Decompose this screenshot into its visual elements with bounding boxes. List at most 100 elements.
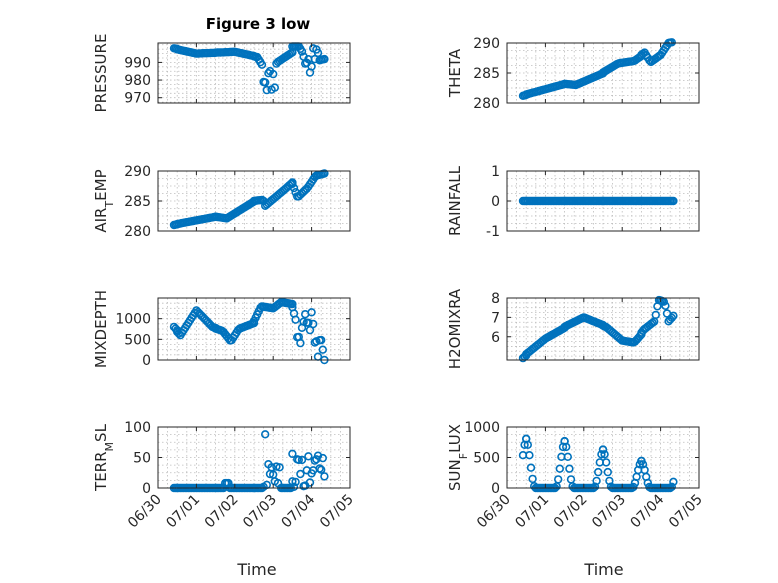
y-tick-label: 1000 <box>115 312 151 328</box>
data-point <box>275 463 284 472</box>
y-tick-label: 50 <box>133 451 151 467</box>
data-point <box>297 47 307 56</box>
subplot-pressure: 970 980 990 PRESSURE <box>92 34 351 113</box>
data-point <box>309 319 318 329</box>
data-point <box>315 464 324 473</box>
y-axis-label: H2OMIXRA <box>446 288 464 369</box>
data-point <box>288 477 297 486</box>
data-point <box>291 315 300 324</box>
y-axis-label: PRESSURE <box>92 34 110 113</box>
y-axis-label: TERRMSL <box>92 423 116 492</box>
data-point <box>563 452 572 461</box>
x-tick-label: 07/01 <box>163 492 203 532</box>
y-tick-label: 285 <box>124 194 151 210</box>
data-point <box>597 450 606 459</box>
data-point <box>297 455 307 465</box>
data-point <box>317 335 326 345</box>
data-point <box>267 463 276 472</box>
data-point <box>269 69 278 79</box>
data-point <box>669 311 678 320</box>
data-point <box>565 464 574 473</box>
data-point <box>291 477 300 487</box>
subplot-grid: 970 980 990 PRESSURE 280 285 290 THETA 280 285 290… <box>92 34 706 532</box>
data-point <box>261 78 270 87</box>
data-point <box>600 450 609 459</box>
y-tick-label: 980 <box>124 73 151 89</box>
data-point <box>288 449 297 458</box>
x-tick-label: 07/03 <box>589 492 629 532</box>
data-point <box>296 338 305 348</box>
x-tick-label: 07/02 <box>202 492 242 532</box>
y-tick-label: 970 <box>124 91 151 107</box>
data-point <box>661 301 670 310</box>
y-tick-label: 0 <box>491 194 500 210</box>
data-point <box>289 183 299 193</box>
subplot-h2omixra: 6 7 8 H2OMIXRA <box>446 288 700 369</box>
data-point <box>648 318 657 327</box>
data-point <box>307 62 316 71</box>
y-tick-label: 0 <box>142 353 151 369</box>
y-tick-label: -1 <box>486 224 500 240</box>
data-point <box>261 430 270 439</box>
y-tick-label: 500 <box>124 332 151 348</box>
x-tick-label: 07/03 <box>240 492 280 532</box>
data-point <box>320 54 329 64</box>
y-tick-label: 8 <box>491 291 500 307</box>
data-point <box>288 299 297 309</box>
data-point <box>667 38 676 47</box>
data-point <box>667 482 676 491</box>
data-point <box>294 455 303 465</box>
y-tick-label: 290 <box>473 36 500 52</box>
data-point <box>317 465 326 474</box>
y-tick-label: 1000 <box>464 420 500 436</box>
axes-frame <box>506 297 700 361</box>
data-point <box>313 48 323 58</box>
x-axis-label-left: Time <box>236 560 276 579</box>
data-point <box>555 464 564 473</box>
data-point <box>288 179 297 189</box>
x-tick-label: 07/02 <box>551 492 591 532</box>
y-tick-label: 0 <box>142 481 151 497</box>
data-point <box>561 442 571 452</box>
data-point <box>270 83 279 92</box>
y-tick-label: 500 <box>473 451 500 467</box>
figure-title: Figure 3 low <box>206 15 311 33</box>
y-axis-label: SUNFLUX <box>446 424 470 491</box>
data-point <box>593 467 603 477</box>
data-point <box>523 440 532 449</box>
data-point <box>629 482 638 492</box>
data-point <box>320 169 329 178</box>
data-point <box>601 458 611 467</box>
y-tick-label: 285 <box>473 66 500 82</box>
data-point <box>669 196 678 206</box>
y-axis-label: AIRTEMP <box>92 169 116 232</box>
y-tick-label: 990 <box>124 55 151 71</box>
axes-frame <box>157 297 351 361</box>
x-tick-label: 07/05 <box>666 492 706 532</box>
data-point <box>669 477 678 486</box>
data-point <box>257 60 267 69</box>
x-tick-label: 07/01 <box>512 492 552 532</box>
x-axis-label-right: Time <box>583 560 623 579</box>
y-axis-label: RAINFALL <box>446 165 464 236</box>
data-point <box>305 478 315 487</box>
data-point <box>318 453 327 463</box>
data-point <box>603 467 612 477</box>
y-axis-label: MIXDEPTH <box>92 290 110 368</box>
x-tick-label: 06/30 <box>125 492 165 532</box>
y-tick-label: 6 <box>491 330 500 346</box>
data-point <box>307 308 316 317</box>
data-point <box>598 445 608 454</box>
y-tick-label: 280 <box>124 224 151 240</box>
data-point <box>296 469 305 479</box>
data-point <box>592 476 601 486</box>
subplot-air-temp: 280 285 290 AIRTEMP <box>92 164 351 240</box>
y-tick-label: 0 <box>491 481 500 497</box>
data-point <box>553 475 563 484</box>
data-point <box>667 313 676 322</box>
data-point <box>318 345 327 354</box>
data-point <box>526 463 536 472</box>
data-point <box>289 482 299 491</box>
